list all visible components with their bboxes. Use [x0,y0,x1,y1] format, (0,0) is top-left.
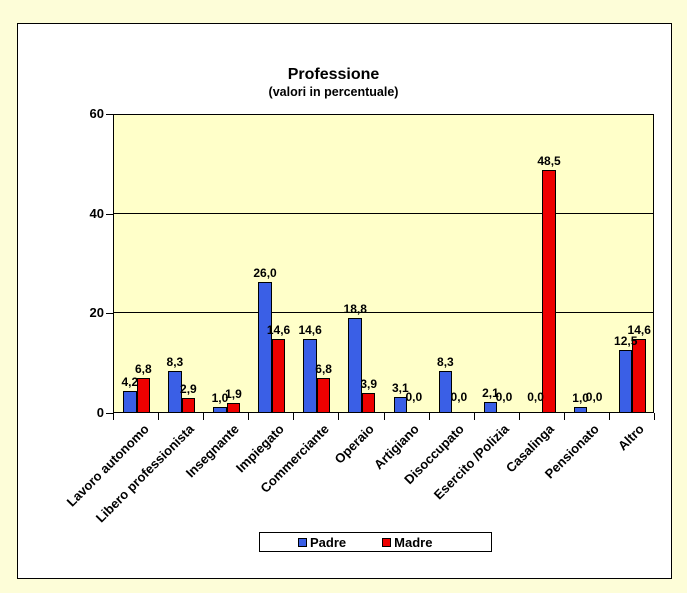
value-label-madre-2: 2,9 [180,382,197,396]
bar-padre-11 [573,407,588,412]
legend-swatch-padre [298,537,307,547]
bar-madre-5 [316,378,331,412]
x-axis-tick [338,413,339,420]
value-label-madre-5: 6,8 [315,362,332,376]
value-label-madre-6: 3,9 [360,377,378,391]
x-axis-tick [474,413,475,420]
gridline [114,213,653,214]
value-label-padre-8: 8,3 [437,355,454,369]
value-label-padre-3: 1,0 [211,391,229,405]
bar-padre-7 [393,397,408,412]
bar-madre-4 [271,339,286,412]
bar-madre-2 [181,398,196,412]
value-label-padre-4: 26,0 [253,266,277,280]
y-axis-tick [106,313,113,314]
value-label-madre-7: 0,0 [405,390,423,404]
value-label-madre-10: 48,5 [537,154,561,168]
value-label-padre-2: 8,3 [166,355,184,369]
bar-madre-12 [632,339,646,412]
bar-padre-8 [438,371,453,412]
value-label-madre-3: 1,9 [225,387,242,401]
y-axis-tick-label: 0 [96,405,104,420]
x-axis-tick [429,413,430,420]
y-axis-tick-label: 40 [89,206,104,221]
value-label-padre-9: 2,1 [482,386,499,400]
x-axis-tick [113,413,114,420]
value-label-madre-9: 0,0 [495,390,513,404]
bar-padre-3 [213,407,227,412]
legend-box: Padre Madre [259,532,492,552]
bar-padre-9 [483,402,498,412]
bar-padre-5 [303,339,317,412]
value-label-madre-1: 6,8 [134,362,152,376]
value-label-madre-4: 14,6 [266,323,291,337]
legend-item-madre: Madre [382,535,432,550]
x-axis-tick [609,413,610,420]
x-axis-tick [384,413,385,420]
value-label-padre-5: 14,6 [298,323,322,337]
value-label-padre-1: 4,2 [121,375,139,389]
legend-label-padre: Padre [310,534,347,550]
value-label-madre-11: 0,0 [585,390,603,404]
legend-label-madre: Madre [394,534,433,550]
value-label-padre-6: 18,8 [343,302,367,316]
bar-madre-1 [136,378,151,412]
bar-padre-2 [168,371,182,412]
value-label-padre-12: 12,5 [614,334,638,348]
y-axis-tick [106,413,113,414]
y-axis-tick-label: 60 [89,106,104,121]
chart-container: Professione (valori in percentuale) 4,2 8… [17,23,672,579]
y-axis-tick-label: 20 [89,305,104,320]
y-axis-tick [106,214,113,215]
chart-subtitle: (valori in percentuale) [268,85,399,99]
y-axis-tick [106,114,113,115]
x-axis-tick [654,413,655,420]
legend-item-padre: Padre [298,535,346,550]
x-axis-tick [248,413,249,420]
value-label-padre-10: 0,0 [527,390,544,404]
bar-padre-4 [258,282,272,412]
value-label-padre-7: 3,1 [391,381,409,395]
chart-title: Professione [287,66,380,83]
x-axis-tick [519,413,520,420]
bar-madre-6 [361,393,376,412]
gridline [114,312,653,313]
value-label-madre-8: 0,0 [450,390,468,404]
plot-area: 4,2 8,3 1,0 26,0 14,6 18,8 3,1 8,3 2,1 0,0 1,0 12,5… [113,114,654,413]
bar-padre-1 [123,391,137,412]
value-label-madre-12: 14,6 [627,323,651,337]
bar-padre-12 [618,350,633,412]
bar-madre-10 [542,170,556,412]
bar-madre-3 [226,403,241,412]
x-axis-tick [293,413,294,420]
legend-swatch-madre [382,537,392,547]
x-axis-tick [158,413,159,420]
x-axis-tick [564,413,565,420]
value-label-padre-11: 1,0 [572,391,589,405]
x-axis-tick [203,413,204,420]
bar-padre-6 [348,318,362,412]
